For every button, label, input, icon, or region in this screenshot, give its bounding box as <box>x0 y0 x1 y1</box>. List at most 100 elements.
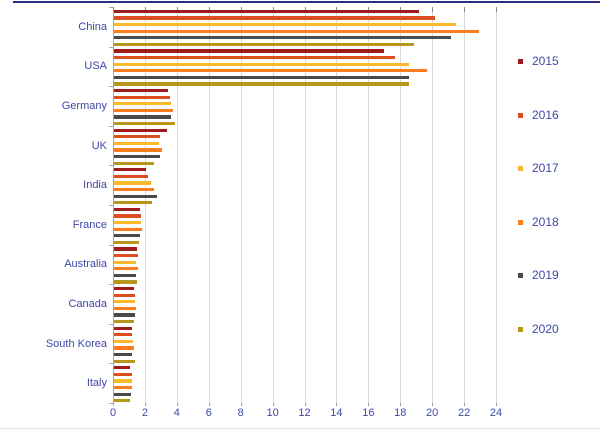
top-tick <box>368 7 370 12</box>
bar-italy-2016 <box>114 372 132 376</box>
bar-india-2020 <box>114 201 153 205</box>
bar-france-2017 <box>114 221 142 225</box>
bar-uk-2016 <box>114 135 161 139</box>
bar-france-2019 <box>114 234 141 238</box>
bar-italy-2015 <box>114 366 130 370</box>
bar-uk-2020 <box>114 161 154 165</box>
bar-france-2016 <box>114 214 142 218</box>
bar-canada-2019 <box>114 313 135 317</box>
bar-china-2015 <box>114 9 419 13</box>
category-tick <box>109 165 113 167</box>
bar-india-2018 <box>114 188 154 192</box>
bar-india-2016 <box>114 174 148 178</box>
bar-india-2015 <box>114 168 146 172</box>
category-label: UK <box>91 139 107 152</box>
bottom-tick <box>208 403 210 406</box>
bar-south-korea-2016 <box>114 333 133 337</box>
bar-italy-2018 <box>114 386 133 390</box>
legend-label: 2017 <box>532 161 559 176</box>
gridline <box>400 7 402 403</box>
bar-germany-2016 <box>114 95 170 99</box>
legend-marker-icon <box>518 112 523 118</box>
bar-usa-2015 <box>114 49 384 53</box>
x-tick-label: 4 <box>173 407 180 419</box>
bar-south-korea-2017 <box>114 339 134 343</box>
legend-item-2020: 2020 <box>518 323 559 336</box>
legend-label: 2015 <box>532 54 559 68</box>
legend-item-2018: 2018 <box>518 215 559 229</box>
legend-marker-icon <box>518 166 523 172</box>
x-tick-label: 6 <box>205 407 212 419</box>
gridline <box>208 7 210 403</box>
bar-south-korea-2020 <box>114 359 135 363</box>
bar-south-korea-2015 <box>114 326 132 330</box>
category-tick <box>109 284 113 286</box>
top-tick <box>400 7 402 12</box>
bar-australia-2015 <box>114 247 138 251</box>
bar-italy-2020 <box>114 399 130 403</box>
category-label: India <box>83 179 107 192</box>
top-tick <box>240 7 242 12</box>
bottom-tick <box>368 403 370 406</box>
gridline <box>240 7 242 403</box>
legend-item-2016: 2016 <box>518 107 559 122</box>
top-tick <box>336 7 338 12</box>
bottom-tick <box>176 403 178 406</box>
bar-france-2015 <box>114 207 141 211</box>
top-tick <box>432 7 434 12</box>
bar-china-2017 <box>114 23 456 27</box>
gridline <box>464 7 466 403</box>
category-label: USA <box>84 60 107 73</box>
bar-usa-2018 <box>114 69 427 73</box>
bar-usa-2017 <box>114 62 410 66</box>
gridline <box>336 7 338 403</box>
x-tick-label: 14 <box>330 407 343 419</box>
gridline <box>144 7 146 403</box>
category-tick <box>109 244 113 246</box>
category-label: Italy <box>86 377 107 390</box>
bar-south-korea-2019 <box>114 353 132 357</box>
legend-marker-icon <box>518 327 523 332</box>
x-tick-label: 16 <box>362 407 375 419</box>
top-tick <box>496 7 497 12</box>
bar-france-2018 <box>114 227 142 231</box>
category-tick <box>109 46 113 48</box>
bar-australia-2020 <box>114 280 138 284</box>
legend-label: 2019 <box>532 268 559 283</box>
legend-item-2015: 2015 <box>518 55 559 68</box>
gridline <box>432 7 434 403</box>
top-tick <box>208 7 210 12</box>
gridline <box>304 7 306 403</box>
bottom-tick <box>144 403 146 406</box>
legend-label: 2016 <box>532 107 559 122</box>
bottom-tick <box>400 403 402 406</box>
bar-italy-2017 <box>114 379 132 383</box>
category-label: Canada <box>68 298 107 310</box>
bar-usa-2016 <box>114 56 395 60</box>
legend-item-2017: 2017 <box>518 162 559 175</box>
category-label: France <box>72 218 107 231</box>
top-tick <box>304 7 306 12</box>
bar-china-2016 <box>114 16 435 20</box>
top-tick <box>144 7 146 12</box>
bar-germany-2018 <box>114 108 174 112</box>
category-tick <box>109 125 113 127</box>
bar-canada-2016 <box>114 293 135 297</box>
x-tick-label: 20 <box>426 407 439 419</box>
top-tick <box>113 7 114 12</box>
x-tick-label: 8 <box>237 407 244 419</box>
bar-germany-2019 <box>114 115 172 119</box>
bar-canada-2020 <box>114 320 134 324</box>
bottom-tick <box>304 403 306 406</box>
bar-china-2020 <box>114 42 415 46</box>
bar-australia-2019 <box>114 273 137 277</box>
gridline <box>272 7 274 403</box>
category-tick <box>109 403 113 404</box>
bottom-border-line <box>0 428 600 429</box>
bar-usa-2019 <box>114 75 410 79</box>
category-tick <box>109 205 113 206</box>
legend-marker-icon <box>518 273 523 279</box>
bottom-tick <box>432 403 434 406</box>
